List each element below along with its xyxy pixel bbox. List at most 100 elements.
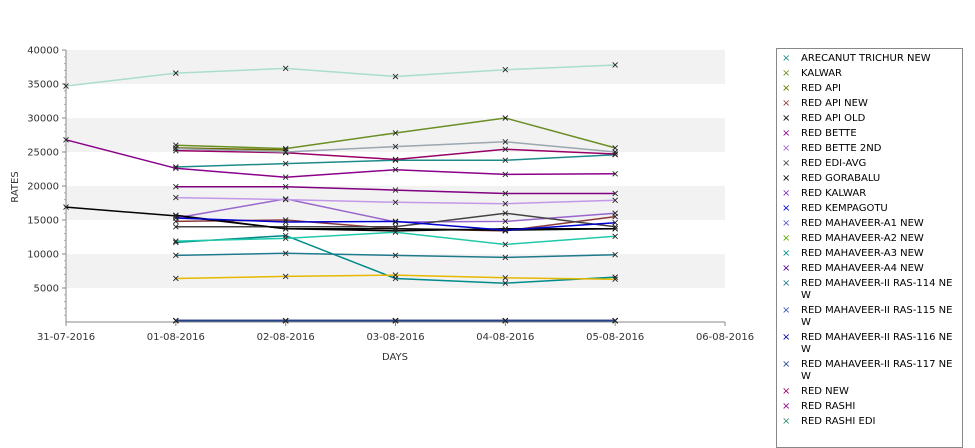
data-point [173,70,179,76]
legend-marker-icon: × [782,53,791,64]
data-point [392,73,399,80]
legend-marker-icon: × [782,203,791,214]
legend-item: × RED MAHAVEER-A1 NEW [777,218,962,230]
series-line [173,151,618,170]
data-point [612,251,618,258]
legend-marker-icon: × [782,263,791,274]
data-point [392,223,399,230]
data-point [502,227,509,234]
data-point [502,66,509,73]
series-line [173,183,618,197]
y-axis-ticks: 5000 10000 15000 20000 25000 30000 35000 40000 [27,46,66,316]
data-point [282,226,289,232]
legend-item: × RED RASHI EDI [777,416,962,428]
legend-label: RED MAHAVEER-II RAS-116 NEW [801,332,953,355]
legend-marker-icon: × [782,188,791,199]
data-point [502,171,509,178]
legend-label: KALWAR [801,68,843,79]
legend-marker-icon: × [782,386,791,397]
data-point [392,317,399,324]
legend-marker-icon: × [782,416,791,427]
data-point [612,149,618,155]
legend-label: RED MAHAVEER-A4 NEW [801,263,924,274]
legend-marker-icon: × [782,128,791,139]
data-point [502,241,509,248]
data-point [502,115,509,121]
data-point [282,149,289,155]
legend-marker-icon: × [782,305,791,316]
data-point [502,317,509,324]
series-line [63,62,618,89]
data-point [502,200,509,207]
legend-marker-icon: × [782,98,791,109]
x-tick-label: 06-08-2016 [696,332,754,343]
data-point [173,165,179,172]
x-axis-ticks: 31-07-2016 01-08-2016 02-08-2016 03-08-2016… [37,322,754,343]
data-point [612,145,618,151]
data-point [282,65,289,72]
legend-label: RED API NEW [801,98,868,109]
data-point [392,187,399,193]
legend-marker-icon: × [782,401,791,412]
legend-marker-icon: × [782,143,791,154]
legend-item: × RED MAHAVEER-A2 NEW [777,233,962,245]
data-point [173,275,179,282]
legend-label: RED MAHAVEER-II RAS-117 NEW [801,359,953,382]
legend-marker-icon: × [782,248,791,259]
data-point [392,229,399,236]
data-point [502,274,509,281]
grid-band [66,50,725,84]
series-line [173,210,618,230]
legend-label: RED BETTE [801,128,857,139]
legend-item: × RED RASHI [777,401,962,413]
legend-item: × RED MAHAVEER-A4 NEW [777,263,962,275]
legend-item: × RED BETTE [777,128,962,140]
x-tick-label: 02-08-2016 [257,332,315,343]
legend: × ARECANUT TRICHUR NEW × KALWAR × RED API × RED… [776,48,963,448]
legend-item: × RED KALWAR [777,188,962,200]
data-point [282,219,289,225]
data-point [392,166,399,173]
data-point [392,272,399,278]
data-point [282,250,289,257]
series-line [63,136,618,180]
legend-label: RED MAHAVEER-A1 NEW [801,218,924,229]
data-point [612,62,618,68]
data-point [502,190,509,197]
legend-label: RED MAHAVEER-A3 NEW [801,248,924,259]
legend-label: ARECANUT TRICHUR NEW [801,53,931,64]
data-point [392,252,399,259]
legend-marker-icon: × [782,332,791,343]
data-point [282,317,289,324]
legend-item: × RED EDI-AVG [777,158,962,170]
series-line [173,232,618,287]
data-point [173,317,179,324]
legend-label: RED RASHI EDI [801,416,876,427]
legend-item: × RED BETTE 2ND [777,143,962,155]
legend-label: RED GORABALU [801,173,881,184]
series-path [175,153,616,168]
data-point [282,196,289,203]
y-tick-label: 40000 [27,46,59,57]
data-point [173,223,179,230]
legend-item: × RED MAHAVEER-II RAS-116 NEW [777,332,962,356]
legend-item: × RED MAHAVEER-II RAS-117 NEW [777,359,962,383]
series-line [173,250,618,261]
data-point [502,254,509,261]
series-path [65,206,616,231]
legend-label: RED NEW [801,386,849,397]
data-point [282,235,289,242]
y-tick-label: 35000 [27,80,59,91]
legend-marker-icon: × [782,278,791,289]
data-point [63,136,69,143]
x-tick-label: 03-08-2016 [366,332,424,343]
legend-label: RED API [801,83,841,94]
legend-item: × RED MAHAVEER-II RAS-115 NEW [777,305,962,329]
legend-marker-icon: × [782,218,791,229]
x-tick-label: 04-08-2016 [476,332,534,343]
y-tick-label: 20000 [27,182,59,193]
y-tick-label: 10000 [27,250,59,261]
data-point [282,273,289,280]
legend-item: × RED KEMPAGOTU [777,203,962,215]
legend-label: RED MAHAVEER-II RAS-115 NEW [801,305,953,328]
